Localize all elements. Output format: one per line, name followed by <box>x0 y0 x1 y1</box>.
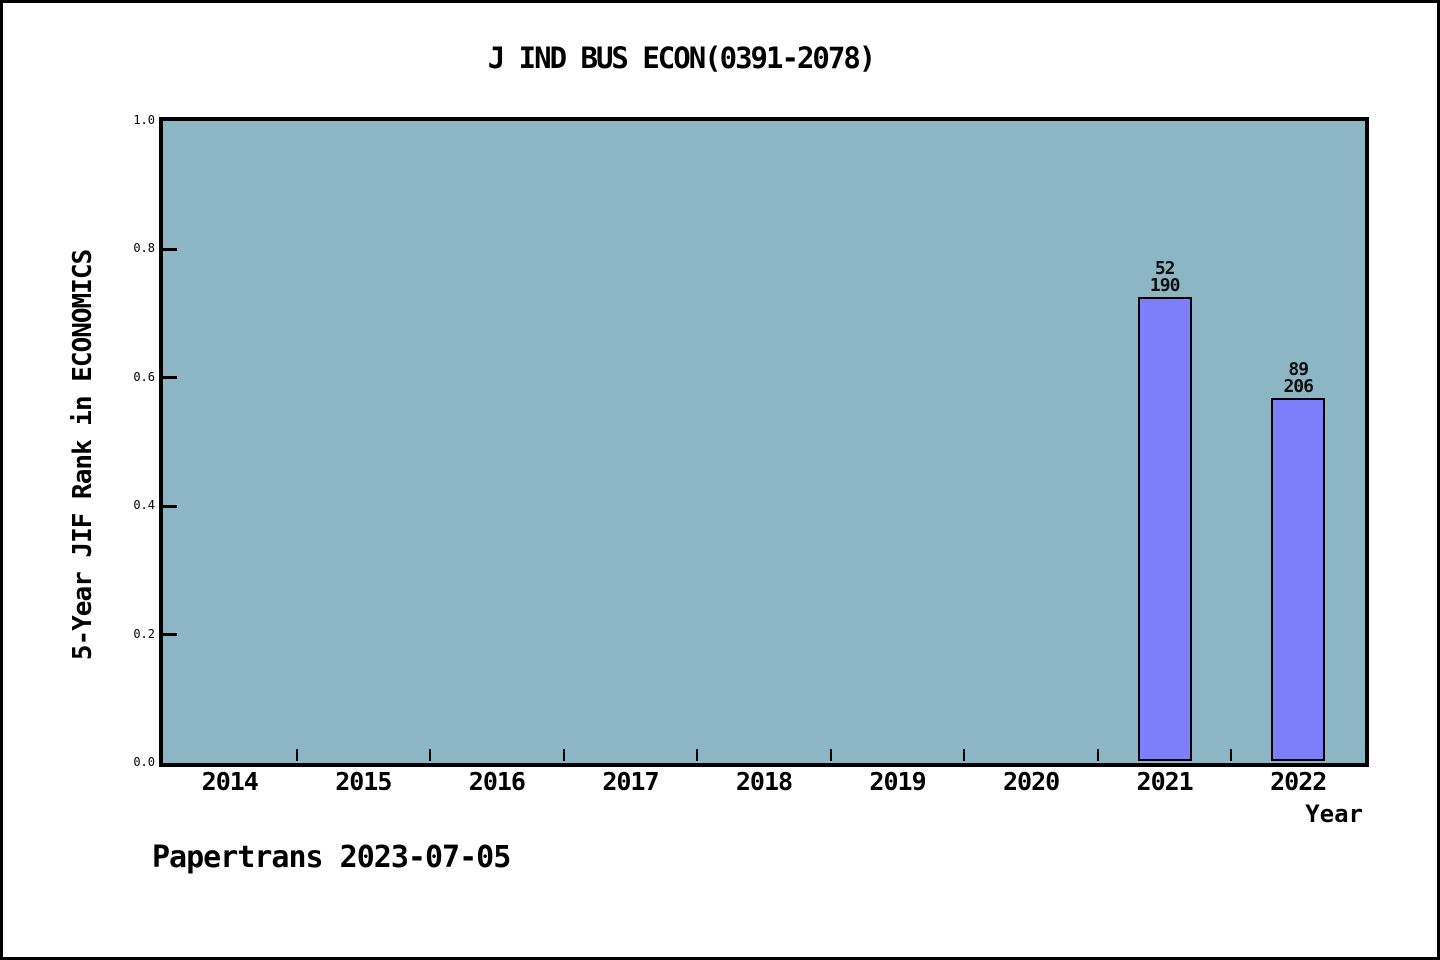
y-tick-label-1.0: 1.0 <box>133 113 155 127</box>
x-tick-label-2019: 2019 <box>869 767 926 796</box>
y-tick-label-0.6: 0.6 <box>133 369 155 384</box>
chart-title: J IND BUS ECON(0391-2078) <box>487 41 877 75</box>
y-tick-mark <box>163 247 177 251</box>
bar-annotation-2021: 52 190 <box>1120 257 1210 296</box>
bar-annotation-denominator: 190 <box>1149 274 1181 296</box>
y-tick-mark <box>163 633 177 637</box>
x-tick-mark <box>1230 749 1233 761</box>
y-tick-label-0.8: 0.8 <box>133 241 155 256</box>
y-tick-label-0.2: 0.2 <box>133 626 155 641</box>
x-tick-mark <box>696 749 699 761</box>
x-tick-label-2018: 2018 <box>735 767 793 796</box>
x-tick-label-2020: 2020 <box>1002 767 1060 796</box>
x-axis-label: Year <box>1305 800 1363 828</box>
footer-note: Papertrans 2023-07-05 <box>152 840 511 875</box>
x-tick-label-2017: 2017 <box>602 767 659 796</box>
x-tick-label-2021: 2021 <box>1136 767 1194 796</box>
bar-annotation-denominator: 206 <box>1283 376 1314 398</box>
y-axis-label: 5-Year JIF Rank in ECONOMICS <box>68 249 98 661</box>
x-tick-mark <box>1096 749 1099 761</box>
x-tick-mark <box>829 749 832 761</box>
x-tick-mark <box>295 749 298 761</box>
x-tick-label-2015: 2015 <box>335 767 392 796</box>
y-tick-mark <box>163 504 177 508</box>
y-tick-label-0.4: 0.4 <box>133 498 155 513</box>
x-tick-label-2014: 2014 <box>201 767 259 796</box>
x-tick-label-2016: 2016 <box>468 767 526 796</box>
bar-annotation-numerator: 89 <box>1288 359 1309 381</box>
bar-2022 <box>1271 398 1326 761</box>
x-tick-mark <box>562 749 565 761</box>
bar-annotation-2022: 89 206 <box>1253 359 1343 398</box>
bar-2021 <box>1137 296 1192 761</box>
x-tick-label-2022: 2022 <box>1270 767 1327 796</box>
bar-annotation-numerator: 52 <box>1154 257 1176 279</box>
x-tick-mark <box>429 749 432 761</box>
y-tick-mark <box>163 376 177 380</box>
x-tick-mark <box>963 749 966 761</box>
y-tick-label-0.0: 0.0 <box>133 755 155 769</box>
